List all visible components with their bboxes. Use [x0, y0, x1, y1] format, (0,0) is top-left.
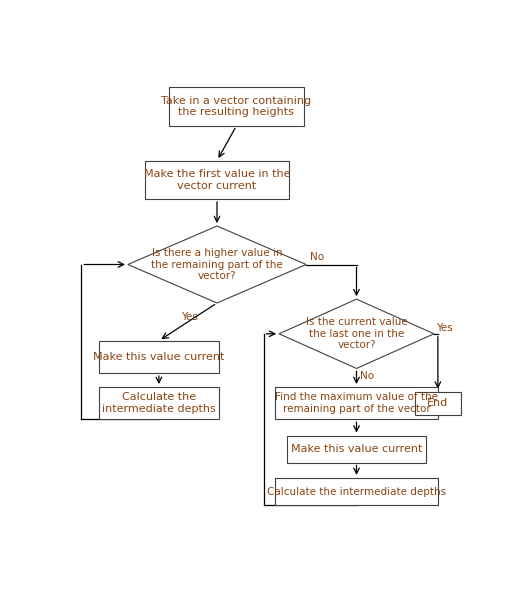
Text: Yes: Yes [436, 323, 453, 332]
FancyBboxPatch shape [99, 387, 219, 419]
Text: Make the first value in the
vector current: Make the first value in the vector curre… [144, 169, 290, 191]
FancyBboxPatch shape [275, 387, 438, 419]
Text: Yes: Yes [181, 312, 198, 322]
Text: Make this value current: Make this value current [291, 444, 422, 454]
Text: No: No [310, 252, 324, 262]
Polygon shape [279, 299, 434, 368]
Text: Calculate the
intermediate depths: Calculate the intermediate depths [102, 392, 216, 414]
Text: Make this value current: Make this value current [93, 352, 225, 362]
FancyBboxPatch shape [145, 161, 289, 199]
Text: Calculate the intermediate depths: Calculate the intermediate depths [267, 487, 446, 497]
Text: Is the current value
the last one in the
vector?: Is the current value the last one in the… [306, 317, 407, 350]
Text: Is there a higher value in
the remaining part of the
vector?: Is there a higher value in the remaining… [151, 248, 283, 281]
Polygon shape [128, 226, 306, 303]
FancyBboxPatch shape [99, 341, 219, 373]
FancyBboxPatch shape [287, 436, 426, 463]
FancyBboxPatch shape [169, 88, 304, 126]
FancyBboxPatch shape [415, 392, 461, 415]
Text: Find the maximum value of the
remaining part of the vector: Find the maximum value of the remaining … [275, 392, 438, 414]
Text: Take in a vector containing
the resulting heights: Take in a vector containing the resultin… [161, 96, 311, 118]
FancyBboxPatch shape [275, 478, 438, 505]
Text: End: End [427, 398, 448, 408]
Text: No: No [360, 371, 375, 381]
